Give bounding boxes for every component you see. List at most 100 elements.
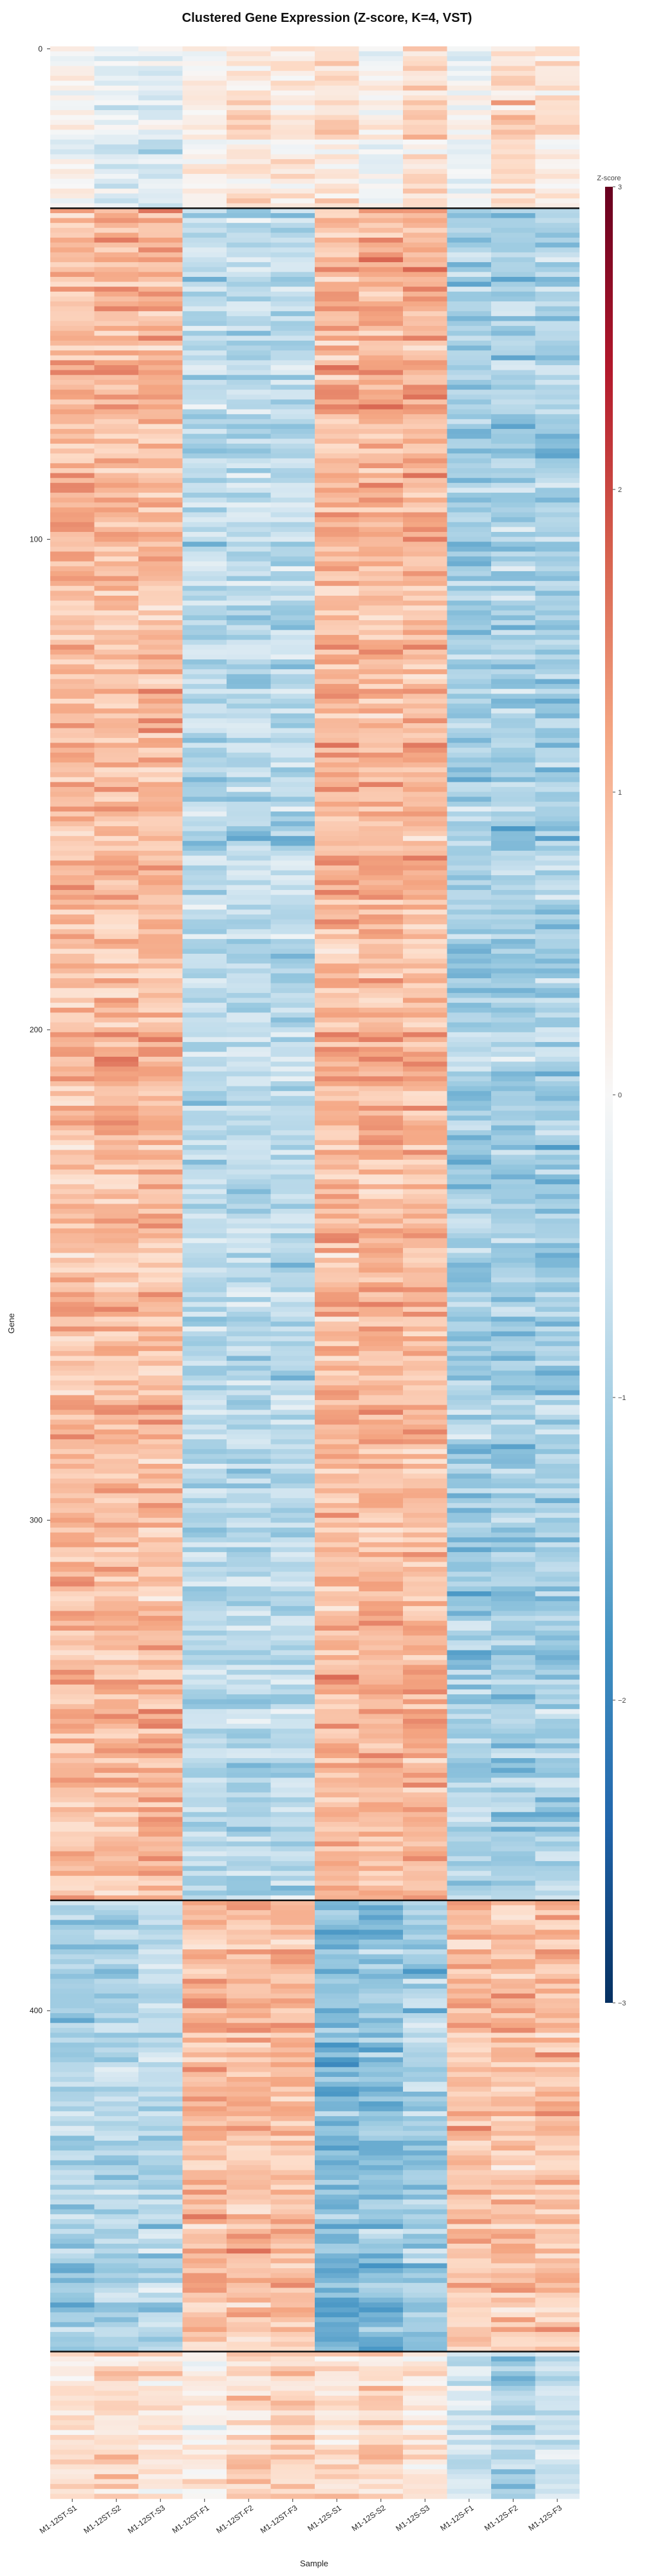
heatmap-cell [315, 782, 359, 788]
heatmap-cell [50, 1277, 95, 1283]
heatmap-cell [50, 512, 95, 518]
heatmap-cell [315, 1616, 359, 1622]
heatmap-cell [50, 105, 95, 111]
heatmap-cell [403, 2008, 447, 2014]
heatmap-cell [359, 1488, 404, 1494]
heatmap-cell [535, 1890, 580, 1896]
heatmap-cell [359, 1875, 404, 1881]
heatmap-cell [227, 458, 271, 464]
heatmap-cell [50, 909, 95, 915]
heatmap-cell [138, 531, 183, 537]
heatmap-cell [270, 1247, 315, 1253]
heatmap-cell [535, 2047, 580, 2053]
heatmap-cell [403, 571, 447, 576]
heatmap-cell [535, 1591, 580, 1597]
heatmap-cell [535, 1993, 580, 1999]
heatmap-cell [359, 1375, 404, 1381]
heatmap-cell [182, 1218, 227, 1224]
heatmap-cell [50, 488, 95, 493]
heatmap-cell [270, 1665, 315, 1671]
heatmap-cell [138, 757, 183, 763]
heatmap-cell [403, 330, 447, 336]
heatmap-cell [403, 649, 447, 655]
heatmap-cell [359, 1719, 404, 1725]
heatmap-cell [403, 375, 447, 381]
heatmap-cell [359, 791, 404, 797]
heatmap-cell [270, 536, 315, 542]
heatmap-cell [50, 51, 95, 57]
heatmap-cell [359, 772, 404, 778]
heatmap-cell [315, 610, 359, 616]
heatmap-cell [227, 639, 271, 645]
heatmap-cell [138, 679, 183, 685]
heatmap-cell [315, 1665, 359, 1671]
heatmap-cell [182, 1866, 227, 1871]
heatmap-cell [491, 1866, 536, 1871]
heatmap-cell [50, 1871, 95, 1877]
heatmap-cell [403, 1101, 447, 1106]
heatmap-cell [182, 164, 227, 169]
heatmap-cell [94, 2027, 139, 2033]
heatmap-cell [403, 2013, 447, 2019]
heatmap-cell [447, 1213, 492, 1219]
heatmap-cell [403, 1880, 447, 1886]
heatmap-cell [447, 1233, 492, 1239]
heatmap-cell [227, 914, 271, 920]
heatmap-cell [315, 708, 359, 714]
heatmap-cell [50, 654, 95, 660]
heatmap-cell [50, 375, 95, 381]
heatmap-cell [359, 1935, 404, 1940]
heatmap-cell [447, 51, 492, 57]
heatmap-cell [94, 1650, 139, 1656]
heatmap-cell [94, 1699, 139, 1705]
heatmap-cell [270, 713, 315, 719]
heatmap-cell [94, 1812, 139, 1817]
heatmap-cell [491, 1292, 536, 1298]
heatmap-cell [270, 1066, 315, 1072]
heatmap-cell [270, 1375, 315, 1381]
heatmap-cell [94, 1066, 139, 1072]
heatmap-cell [138, 75, 183, 81]
heatmap-cell [535, 1964, 580, 1969]
heatmap-cell [491, 684, 536, 690]
heatmap-cell [50, 1228, 95, 1234]
heatmap-cell [138, 169, 183, 175]
heatmap-cell [138, 1562, 183, 1567]
heatmap-cell [535, 1331, 580, 1337]
heatmap-cell [535, 1037, 580, 1043]
heatmap-cell [182, 1650, 227, 1656]
heatmap-cell [359, 1174, 404, 1180]
heatmap-cell [227, 46, 271, 52]
heatmap-cell [447, 2032, 492, 2038]
heatmap-cell [138, 1144, 183, 1150]
heatmap-cell [50, 1262, 95, 1268]
heatmap-cell [491, 419, 536, 424]
heatmap-cell [491, 1473, 536, 1479]
heatmap-cell [315, 1385, 359, 1391]
heatmap-cell [94, 169, 139, 175]
heatmap-cell [182, 1488, 227, 1494]
heatmap-cell [315, 488, 359, 493]
heatmap-cell [270, 1591, 315, 1597]
heatmap-cell [227, 1635, 271, 1641]
heatmap-cell [447, 885, 492, 891]
heatmap-cell [447, 1522, 492, 1528]
heatmap-cell [182, 1935, 227, 1940]
heatmap-cell [447, 1434, 492, 1440]
heatmap-cell [182, 551, 227, 557]
heatmap-cell [315, 1920, 359, 1926]
heatmap-cell [535, 1052, 580, 1057]
heatmap-cell [227, 1763, 271, 1768]
heatmap-cell [94, 1802, 139, 1808]
heatmap-cell [227, 2042, 271, 2048]
heatmap-cell [270, 1365, 315, 1371]
heatmap-cell [270, 1282, 315, 1288]
heatmap-cell [94, 1282, 139, 1288]
heatmap-cell [227, 409, 271, 415]
heatmap-cell [447, 752, 492, 758]
heatmap-cell [94, 836, 139, 842]
heatmap-cell [50, 566, 95, 572]
heatmap-cell [227, 1812, 271, 1817]
heatmap-cell [94, 287, 139, 292]
heatmap-cell [403, 124, 447, 130]
